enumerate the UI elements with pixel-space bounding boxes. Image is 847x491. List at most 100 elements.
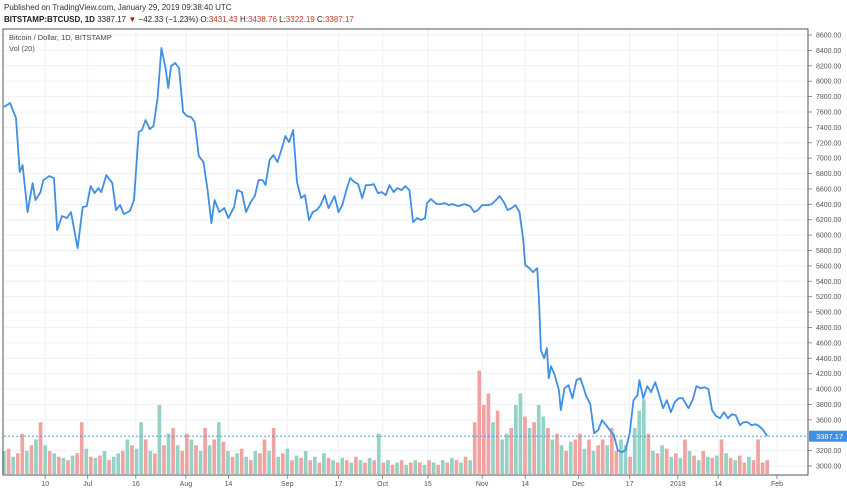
volume-bar	[189, 439, 194, 474]
volume-bar	[454, 460, 459, 474]
volume-bar	[756, 439, 760, 474]
volume-bar	[637, 410, 642, 474]
volume-bar	[587, 439, 591, 474]
volume-bar	[130, 445, 134, 474]
price-line	[3, 47, 768, 454]
x-tick-label: Nov	[476, 481, 489, 488]
volume-bar	[340, 457, 345, 474]
last-price: 3387.17	[97, 15, 127, 24]
price-axis[interactable]: 8600.00 8400.00 8200.00 8000.00 7800.00 7600.…	[808, 33, 841, 471]
y-tick-label: 4000.00	[816, 387, 841, 394]
y-tick-label: 4400.00	[816, 356, 841, 363]
published-caption: Published on TradingView.com, January 29…	[4, 3, 232, 12]
volume-bar	[148, 451, 153, 474]
y-tick-label: 5400.00	[816, 279, 841, 286]
volume-bar	[760, 462, 765, 474]
volume-bar	[207, 445, 212, 474]
high-value: 3438.76	[247, 15, 277, 24]
volume-bar	[139, 422, 143, 474]
volume-bar	[710, 457, 715, 474]
volume-bar	[655, 453, 660, 474]
volume-bar	[733, 460, 738, 474]
volume-bar	[445, 462, 450, 474]
volume-bar	[651, 451, 655, 474]
low-value: 3322.19	[285, 15, 315, 24]
y-tick-label: 6200.00	[816, 217, 841, 224]
volume-bar	[610, 428, 614, 474]
volume-bar	[683, 439, 687, 474]
volume-bar	[399, 460, 404, 474]
volume-bar	[413, 460, 418, 474]
y-tick-label: 6600.00	[816, 186, 841, 193]
volume-bar	[166, 433, 171, 474]
volume-bar	[605, 445, 610, 474]
volume-bar	[303, 451, 308, 474]
volume-bar	[107, 460, 111, 474]
volume-bar	[632, 428, 637, 474]
volume-bar	[751, 460, 756, 474]
volume-bar	[143, 439, 148, 474]
volume-bar	[162, 445, 166, 474]
volume-bar	[550, 439, 555, 474]
volume-bar	[299, 457, 303, 474]
volume-bar	[715, 455, 719, 474]
x-tick-label: 15	[424, 481, 432, 488]
volume-bar	[216, 422, 221, 474]
volume-bar	[331, 460, 335, 474]
x-tick-label: 14	[521, 481, 529, 488]
volume-bar	[404, 464, 409, 474]
volume-bar	[47, 451, 52, 474]
volume-bar	[737, 455, 742, 474]
volume-bars	[2, 370, 770, 474]
volume-bar	[354, 456, 358, 474]
down-triangle-icon: ▼	[128, 15, 137, 24]
volume-bar	[57, 456, 61, 474]
volume-bar	[482, 405, 486, 474]
volume-bar	[235, 453, 239, 474]
volume-bar	[673, 453, 678, 474]
y-tick-label: 5000.00	[816, 310, 841, 317]
volume-bar	[696, 460, 701, 474]
x-tick-label: 16	[132, 481, 140, 488]
volume-bar	[184, 433, 189, 474]
volume-bar	[244, 456, 249, 474]
low-label: L:	[279, 15, 286, 24]
volume-bar	[262, 439, 267, 474]
y-tick-label: 6800.00	[816, 171, 841, 178]
volume-bar	[724, 453, 728, 474]
x-tick-label: Jul	[83, 481, 92, 488]
volume-bar	[514, 405, 518, 474]
volume-bar	[349, 462, 354, 474]
y-tick-label: 3800.00	[816, 402, 841, 409]
x-tick-label: Dec	[572, 481, 585, 488]
volume-bar	[276, 456, 281, 474]
x-tick-label: Oct	[377, 481, 388, 488]
volume-bar	[468, 460, 472, 474]
volume-bar	[290, 460, 294, 474]
x-tick-label: 14	[714, 481, 722, 488]
x-tick-label: Feb	[771, 481, 783, 488]
volume-bar	[2, 451, 6, 474]
volume-bar	[463, 456, 468, 474]
last-price-badge	[809, 430, 847, 442]
volume-bar	[518, 393, 523, 474]
volume-bar	[660, 445, 664, 474]
x-tick-label: 2019	[670, 481, 686, 488]
volume-bar	[619, 439, 623, 474]
symbol-label: BITSTAMP:BTCUSD, 1D	[4, 15, 95, 24]
volume-bar	[596, 445, 600, 474]
volume-bar	[239, 448, 244, 474]
volume-bar	[564, 451, 568, 474]
y-tick-label: 5200.00	[816, 294, 841, 301]
volume-bar	[641, 399, 646, 474]
volume-bar	[705, 456, 710, 474]
volume-bar	[93, 457, 98, 474]
volume-bar	[271, 428, 276, 474]
y-tick-label: 8400.00	[816, 48, 841, 55]
volume-bar	[294, 455, 299, 474]
volume-bar	[669, 456, 674, 474]
time-axis[interactable]: 10 Jul 16 Aug 14 Sep 17 Oct 15 Nov 14 Dec 17 2019 14 Fe…	[41, 475, 783, 488]
y-tick-label: 8000.00	[816, 79, 841, 86]
